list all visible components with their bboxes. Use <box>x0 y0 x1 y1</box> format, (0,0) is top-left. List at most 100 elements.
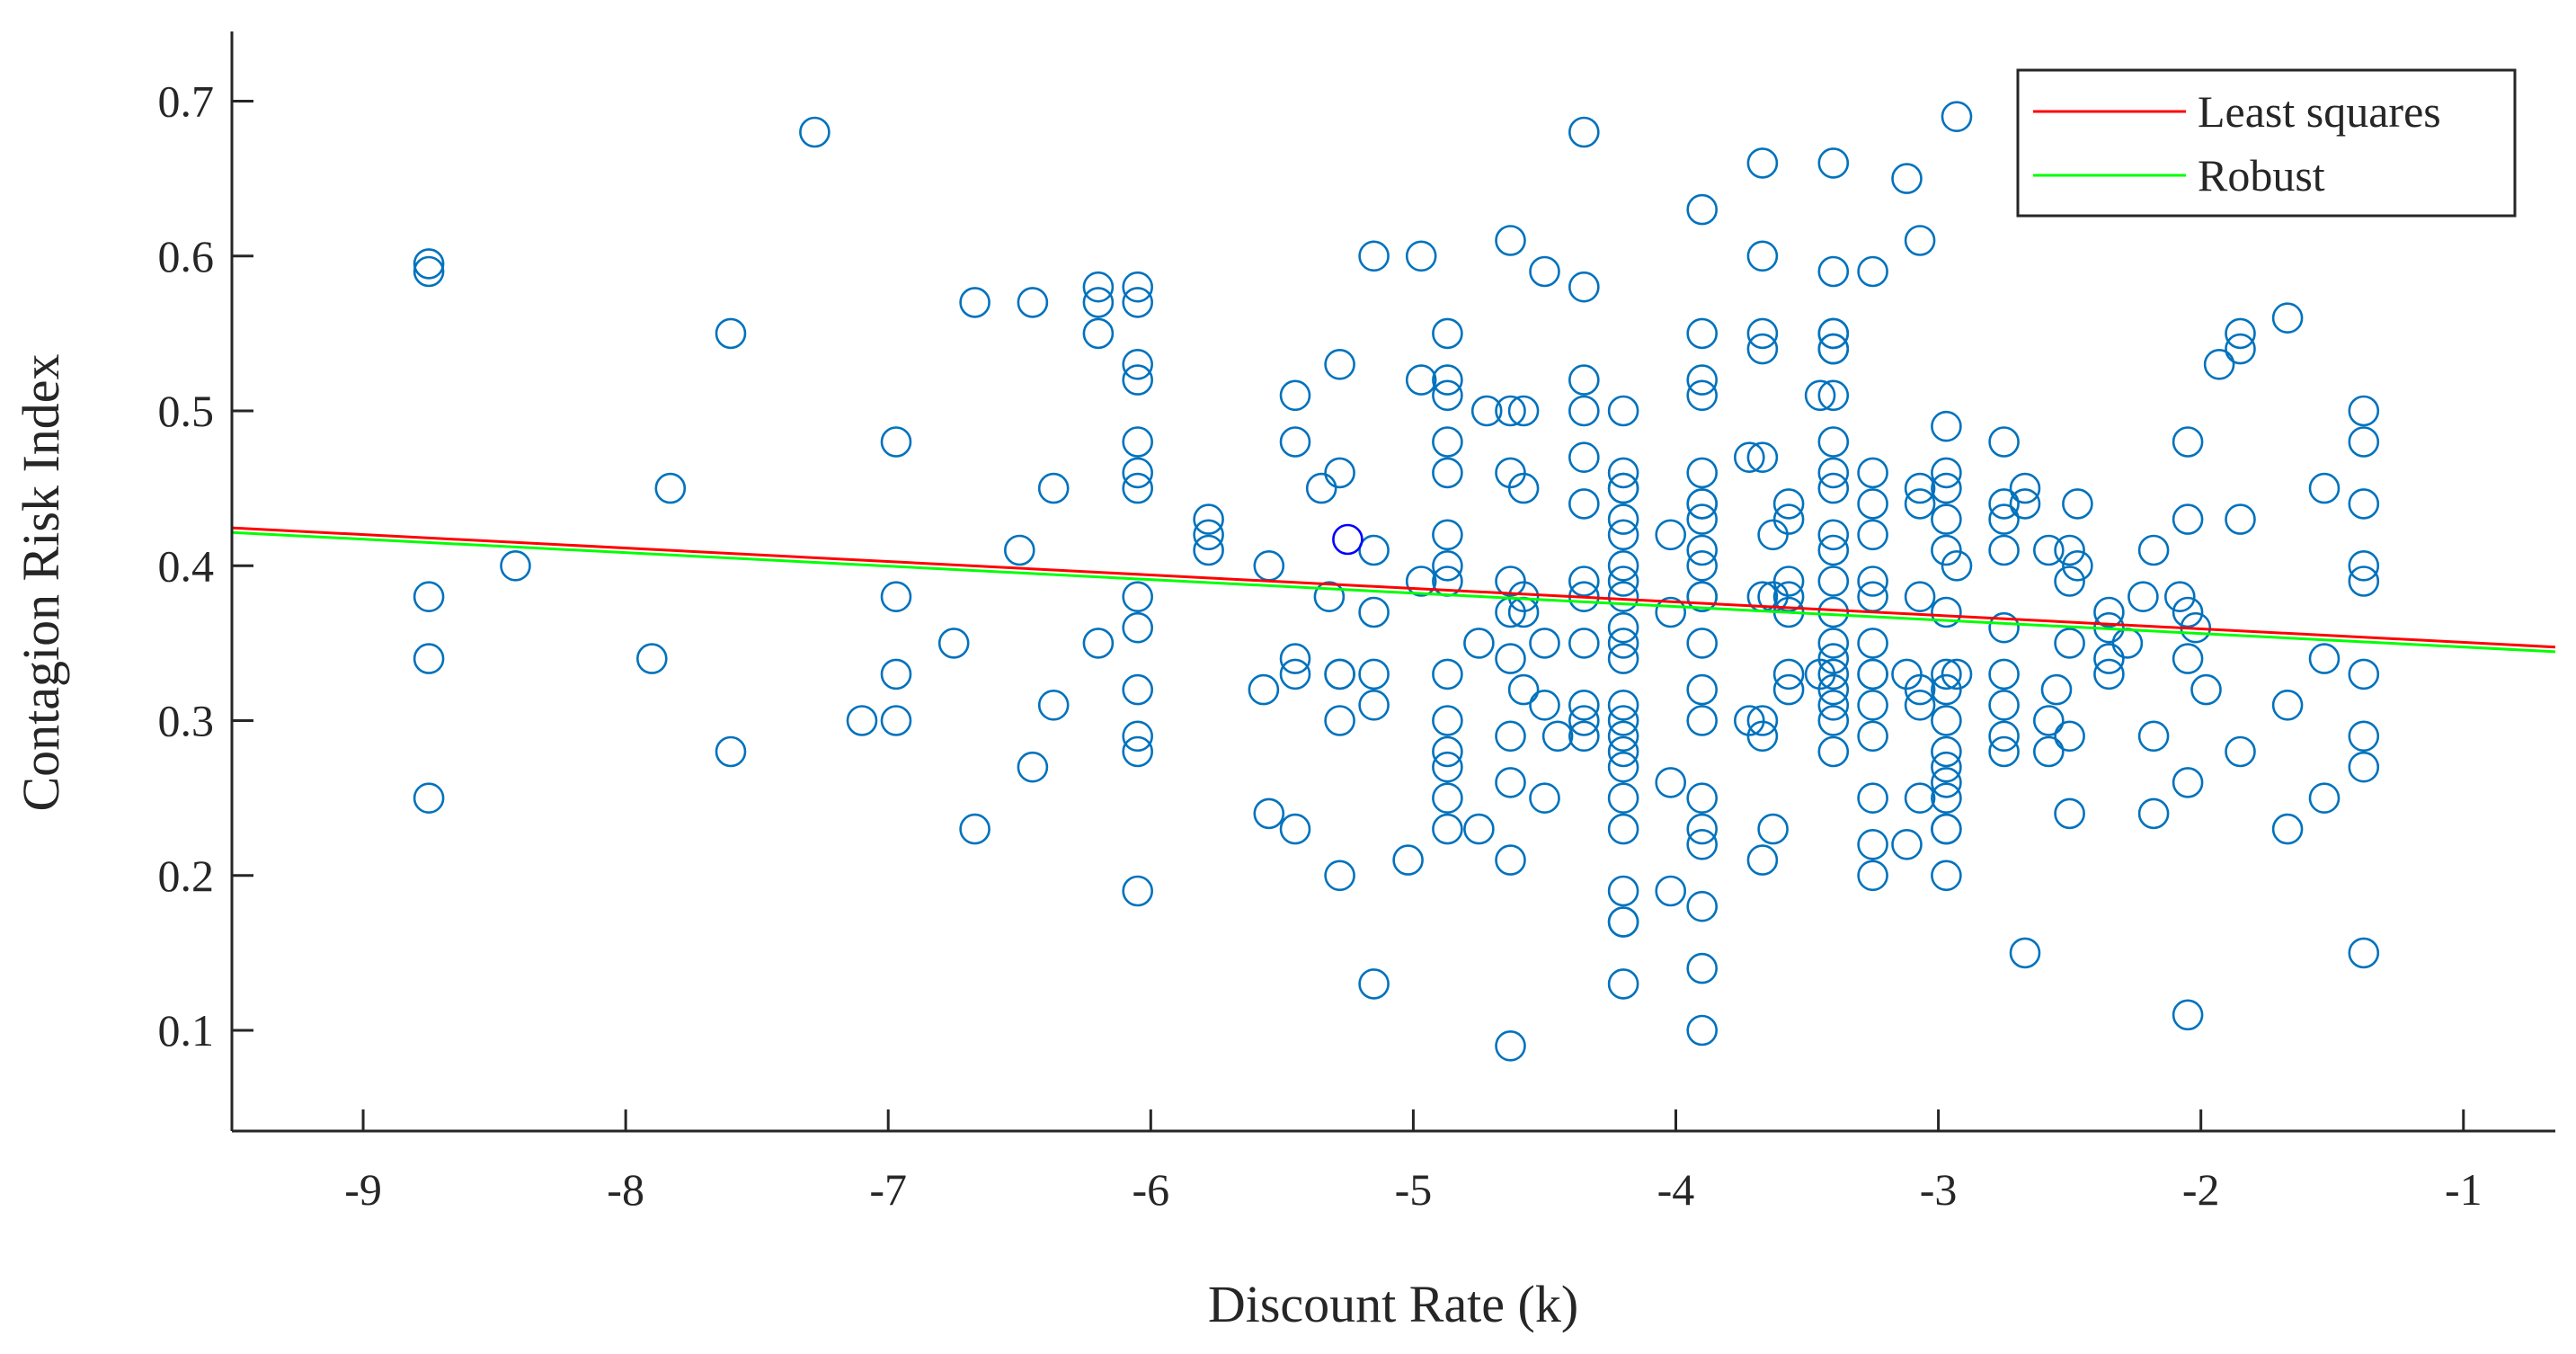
y-tick-label: 0.7 <box>158 76 215 127</box>
data-point <box>1817 333 1850 365</box>
data-point <box>1495 643 1526 674</box>
data-point <box>1686 628 1718 659</box>
data-point <box>1817 147 1850 179</box>
legend-label-least-squares: Least squares <box>2198 86 2441 137</box>
data-point <box>1857 519 1888 551</box>
data-point <box>1432 751 1463 783</box>
data-point <box>1988 534 2020 566</box>
data-point <box>2225 735 2256 768</box>
data-point <box>1122 287 1153 318</box>
data-point <box>1432 364 1463 396</box>
data-point <box>1193 519 1224 551</box>
data-point <box>1432 549 1463 582</box>
data-point <box>1931 410 1962 442</box>
data-point <box>1037 689 1070 721</box>
data-point <box>2172 596 2204 628</box>
data-point <box>2172 643 2204 674</box>
data-point <box>1017 751 1049 783</box>
data-point <box>1607 643 1639 674</box>
data-points <box>413 101 2380 1062</box>
data-point <box>1891 828 1923 860</box>
data-point <box>1607 705 1639 736</box>
data-point <box>1931 534 1962 566</box>
data-point <box>1122 472 1153 504</box>
data-point <box>1253 797 1285 830</box>
data-point <box>1734 705 1765 736</box>
data-point <box>1686 782 1718 815</box>
data-point <box>2348 426 2380 458</box>
data-point <box>1507 395 1540 427</box>
data-point <box>1495 1030 1526 1062</box>
data-point <box>1607 549 1639 582</box>
x-tick-label: -8 <box>607 1164 644 1215</box>
data-point <box>2040 673 2073 706</box>
data-point <box>1931 457 1962 489</box>
data-point <box>1607 628 1639 659</box>
data-point <box>1122 271 1153 303</box>
data-point <box>1568 628 1600 659</box>
data-point <box>2093 658 2125 690</box>
data-point <box>1529 689 1560 721</box>
data-point <box>1988 426 2020 458</box>
data-point <box>1432 426 1463 458</box>
data-point <box>1463 813 1495 845</box>
data-point <box>1857 457 1888 489</box>
data-point <box>1358 240 1390 272</box>
data-point <box>1004 534 1035 566</box>
data-point <box>1529 255 1560 288</box>
x-tick-label: -2 <box>2182 1164 2220 1215</box>
data-point <box>715 735 747 768</box>
data-point <box>1817 457 1850 489</box>
y-tick-label: 0.5 <box>158 386 215 436</box>
data-point <box>1931 735 1962 768</box>
data-point <box>1607 503 1639 535</box>
data-point <box>1248 673 1280 706</box>
data-point <box>1432 705 1463 736</box>
data-point <box>1279 658 1311 690</box>
data-point <box>1607 611 1639 644</box>
data-point <box>2054 628 2085 659</box>
data-point <box>1857 782 1888 815</box>
data-point <box>1686 379 1718 412</box>
data-point <box>1772 566 1805 597</box>
data-point <box>2348 395 2380 427</box>
data-point <box>1324 658 1355 690</box>
data-point <box>1432 317 1463 350</box>
data-point <box>2271 813 2304 845</box>
data-point <box>1772 488 1805 520</box>
data-point <box>1607 782 1639 815</box>
data-point <box>1904 472 1936 504</box>
data-point <box>1358 534 1390 566</box>
data-point <box>2054 534 2085 566</box>
data-point <box>1817 689 1850 721</box>
data-point <box>1568 689 1600 721</box>
data-point <box>959 287 990 318</box>
data-point <box>1817 379 1850 412</box>
data-point <box>2009 472 2041 504</box>
data-point <box>1904 225 1936 256</box>
data-point <box>1817 534 1850 566</box>
data-point <box>1122 875 1153 907</box>
y-tick-label: 0.1 <box>158 1005 215 1056</box>
data-point <box>2225 317 2256 350</box>
data-point <box>1324 348 1355 380</box>
data-point <box>2348 566 2380 597</box>
data-point <box>1432 519 1463 551</box>
data-point <box>1931 673 1962 706</box>
data-point <box>2348 751 2380 783</box>
data-point <box>1686 673 1718 706</box>
data-point <box>2172 503 2204 535</box>
data-point <box>1607 472 1639 504</box>
x-tick-label: -1 <box>2445 1164 2483 1215</box>
least-squares-line <box>231 526 2556 649</box>
data-point <box>1122 364 1153 396</box>
data-point <box>1772 673 1805 706</box>
data-point <box>413 581 445 613</box>
data-point <box>2190 673 2222 706</box>
x-axis-label: Discount Rate (k) <box>1208 1275 1578 1333</box>
data-point <box>1931 813 1962 845</box>
data-point <box>1988 503 2020 535</box>
data-point <box>715 317 747 350</box>
data-point <box>1405 566 1437 597</box>
data-point <box>1037 472 1070 504</box>
